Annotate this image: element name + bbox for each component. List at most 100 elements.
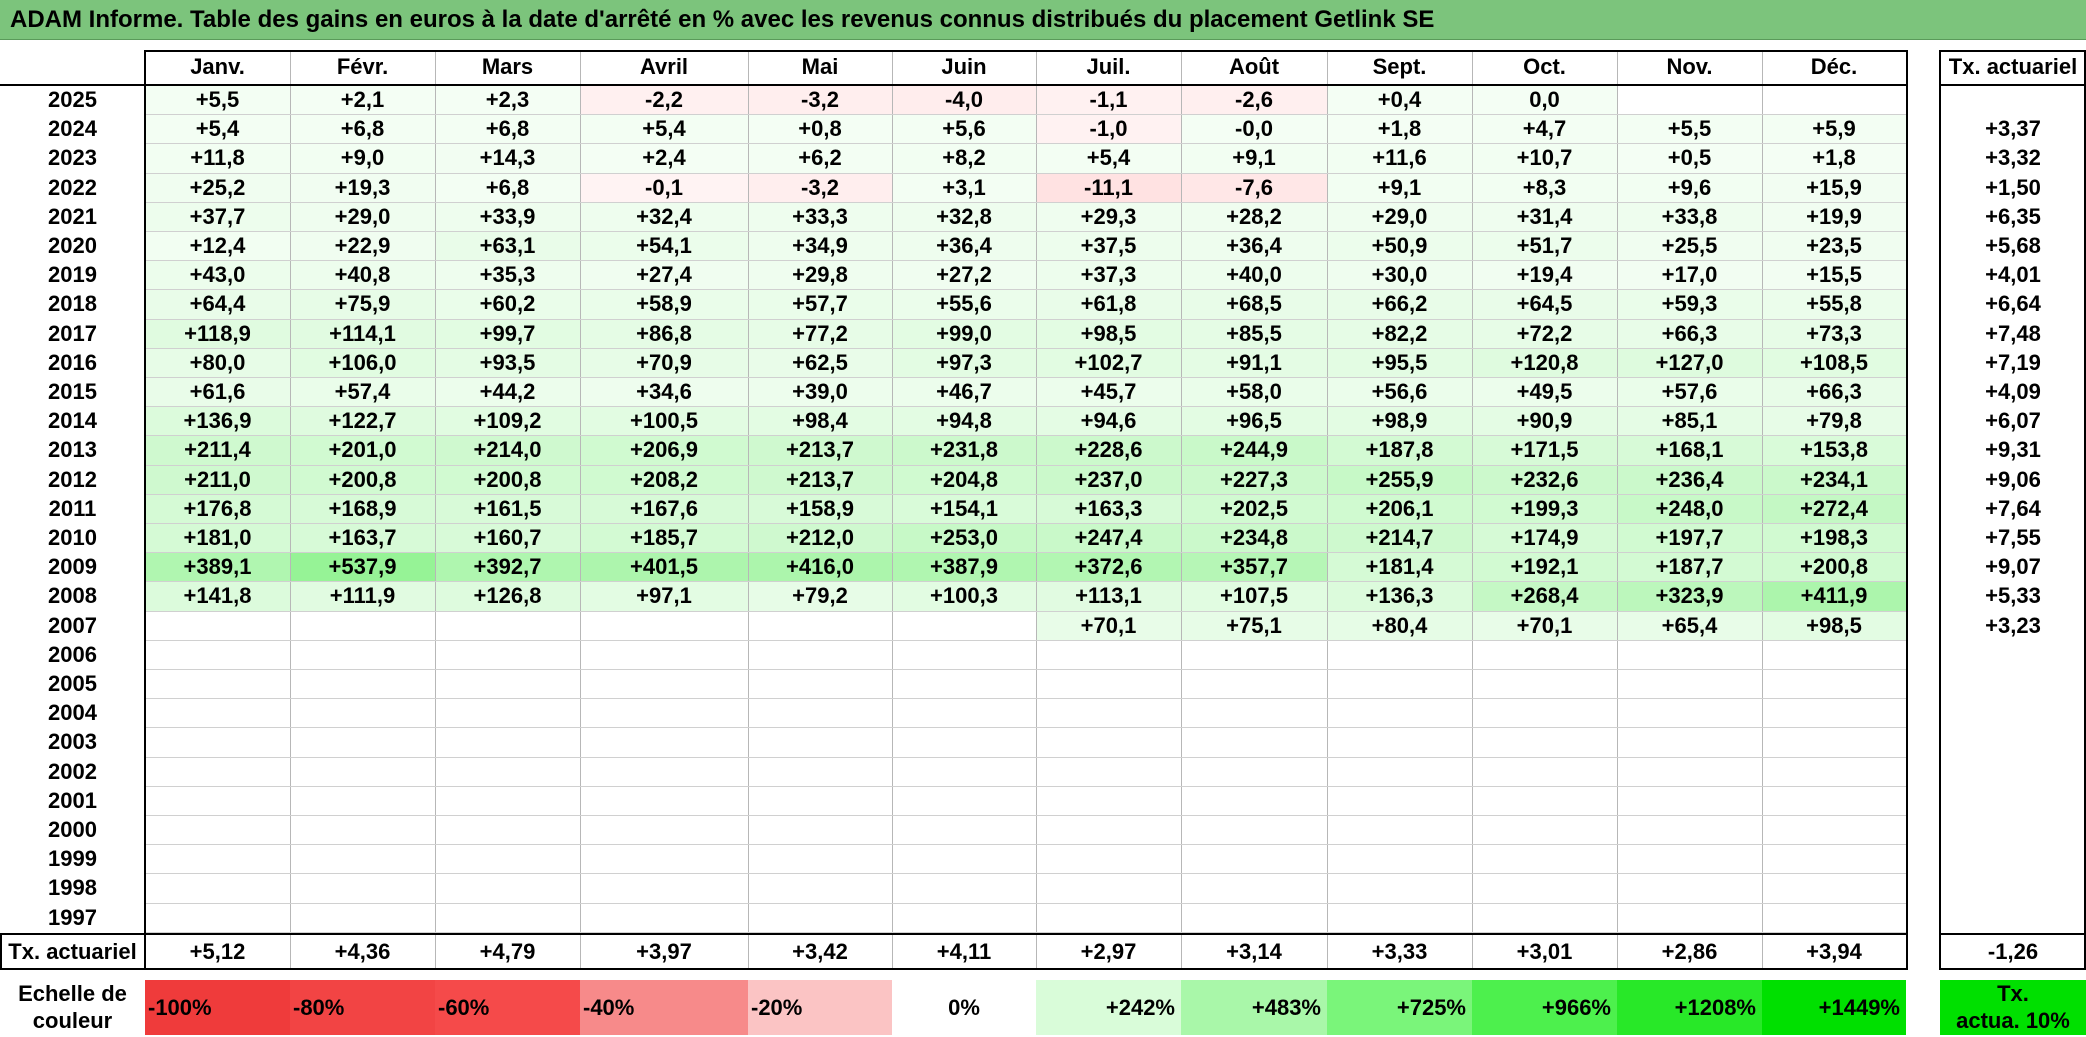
table-cell: +55,6	[892, 289, 1036, 319]
grid-line	[0, 933, 1906, 935]
table-cell: +66,3	[1762, 377, 1906, 407]
table-cell	[290, 727, 435, 756]
table-cell	[1181, 903, 1327, 932]
table-cell: +202,5	[1181, 493, 1327, 523]
footer-cell: +2,97	[1080, 939, 1137, 964]
grid-line	[145, 639, 1906, 641]
table-cell	[1327, 727, 1472, 756]
table-cell	[748, 873, 892, 902]
year-label: 2003	[48, 729, 97, 755]
table-cell: +253,0	[892, 523, 1036, 553]
table-cell: +34,9	[748, 231, 892, 261]
table-cell: +237,0	[1036, 464, 1181, 494]
table-cell: +200,8	[435, 464, 580, 494]
annual-rate-cell: +4,01	[1985, 262, 2041, 288]
table-cell	[435, 611, 580, 640]
color-scale-step: +483%	[1181, 980, 1327, 1035]
table-cell: +106,0	[290, 347, 435, 377]
table-cell: +66,3	[1617, 318, 1762, 348]
table-cell: +25,2	[145, 172, 290, 202]
table-cell: +389,1	[145, 552, 290, 582]
table-cell	[1472, 786, 1617, 815]
table-cell: +228,6	[1036, 435, 1181, 465]
table-cell: +208,2	[580, 464, 748, 494]
table-cell: +91,1	[1181, 347, 1327, 377]
annual-rate-cell: +7,48	[1985, 320, 2041, 346]
table-cell	[145, 873, 290, 902]
table-cell	[580, 611, 748, 640]
year-label: 2011	[48, 495, 97, 521]
table-cell: +392,7	[435, 552, 580, 582]
table-cell: +56,6	[1327, 377, 1472, 407]
table-cell: +2,1	[290, 85, 435, 115]
table-cell	[580, 873, 748, 902]
table-cell: +127,0	[1617, 347, 1762, 377]
table-cell	[580, 669, 748, 698]
year-label: 2015	[48, 379, 97, 404]
table-cell: +25,5	[1617, 231, 1762, 261]
year-label: 2007	[48, 612, 97, 638]
table-cell	[1472, 873, 1617, 902]
table-cell	[748, 640, 892, 669]
table-cell: +5,4	[580, 114, 748, 144]
annual-rate-cell: +4,09	[1985, 379, 2041, 404]
table-cell: +65,4	[1617, 610, 1762, 640]
table-cell: +161,5	[435, 493, 580, 523]
year-label: 1999	[48, 846, 97, 872]
table-cell	[290, 873, 435, 902]
table-cell: -4,0	[892, 85, 1036, 115]
table-cell: +199,3	[1472, 493, 1617, 523]
table-cell: +167,6	[580, 493, 748, 523]
year-label: 1997	[48, 904, 97, 930]
annual-rate-cell	[1940, 786, 2086, 815]
table-cell	[892, 669, 1036, 698]
grid-line	[145, 347, 1906, 349]
table-cell: +29,0	[1327, 201, 1472, 231]
table-cell	[1327, 786, 1472, 815]
table-cell	[1181, 844, 1327, 873]
table-cell	[1036, 727, 1181, 756]
table-cell: +98,9	[1327, 406, 1472, 436]
table-cell: -3,2	[748, 172, 892, 202]
table-cell	[145, 727, 290, 756]
table-cell: +29,3	[1036, 201, 1181, 231]
table-cell: +232,6	[1472, 464, 1617, 494]
year-label: 2022	[48, 174, 97, 200]
table-cell	[580, 903, 748, 932]
table-cell: +70,1	[1036, 610, 1181, 640]
table-cell: +32,4	[580, 201, 748, 231]
table-cell	[1036, 669, 1181, 698]
table-cell: +153,8	[1762, 435, 1906, 465]
table-cell: +5,4	[145, 114, 290, 144]
table-cell: +19,3	[290, 172, 435, 202]
table-cell: +23,5	[1762, 231, 1906, 261]
table-cell: +122,7	[290, 406, 435, 436]
month-header: Déc.	[1810, 54, 1858, 79]
table-cell: +95,5	[1327, 347, 1472, 377]
footer-cell: +3,33	[1371, 939, 1428, 964]
table-cell	[1617, 757, 1762, 786]
table-cell: +102,7	[1036, 347, 1181, 377]
table-cell: +185,7	[580, 523, 748, 553]
table-cell	[1181, 815, 1327, 844]
color-scale-step: +1208%	[1617, 980, 1762, 1035]
grid-line	[145, 552, 1906, 554]
footer-cell: +3,01	[1516, 939, 1573, 964]
table-cell	[1762, 727, 1906, 756]
table-cell	[580, 727, 748, 756]
table-cell	[1472, 815, 1617, 844]
grid-line	[1617, 50, 1618, 968]
table-cell: +99,7	[435, 318, 580, 348]
annual-rate-header: Tx. actuariel	[1948, 54, 2078, 79]
table-cell	[1762, 669, 1906, 698]
month-header: Juil.	[1086, 54, 1131, 79]
month-header: Janv.	[190, 54, 245, 79]
table-cell: +176,8	[145, 493, 290, 523]
table-cell	[435, 786, 580, 815]
table-cell: +211,4	[145, 435, 290, 465]
grid-line	[1762, 50, 1763, 968]
grid-line	[290, 50, 291, 968]
table-cell: +158,9	[748, 493, 892, 523]
table-cell: +54,1	[580, 231, 748, 261]
grid-line	[748, 50, 749, 968]
